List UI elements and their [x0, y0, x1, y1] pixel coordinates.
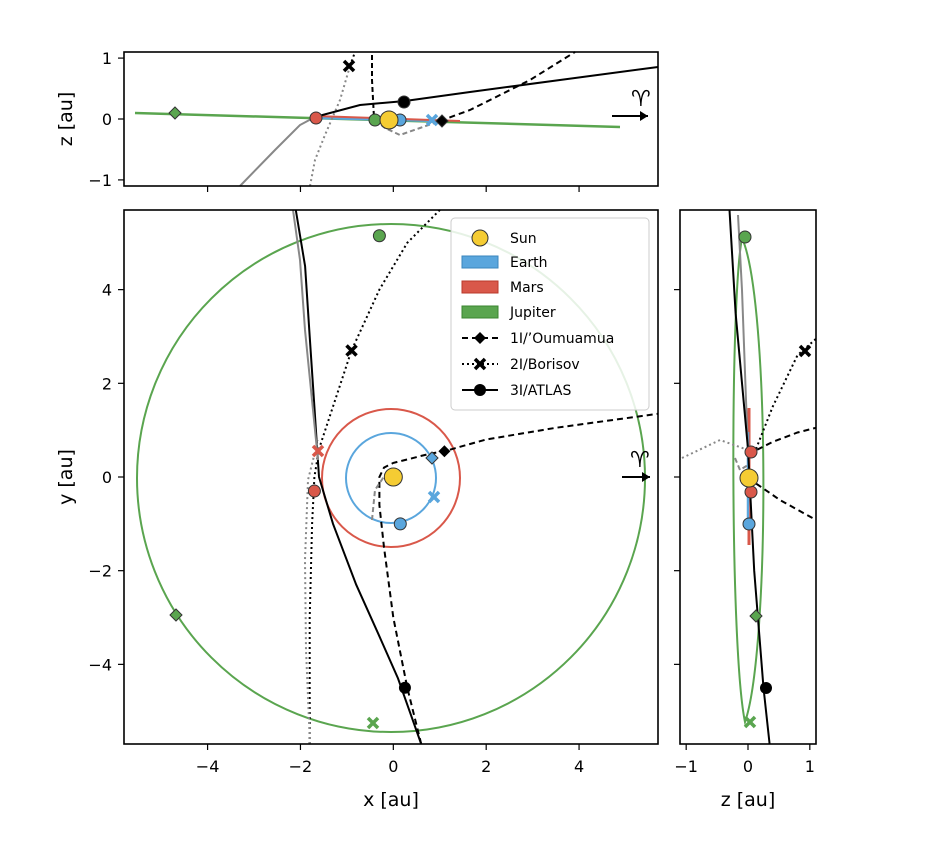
legend-sun-marker [471, 229, 489, 247]
main-ylabel: y [au] [55, 449, 77, 505]
jupiter-x [366, 716, 380, 730]
main-series-group [169, 209, 659, 745]
right-xtick-label: −1 [674, 757, 698, 776]
main-xtick-label: −2 [289, 757, 313, 776]
mars-marker-zy-upper [744, 445, 758, 459]
sun-marker-zy [739, 468, 759, 488]
borisov-marker [345, 344, 358, 357]
right-xlabel: z [au] [721, 789, 776, 811]
borisov-marker-zy [798, 344, 812, 358]
panel-zy [679, 209, 817, 745]
earth-marker [393, 517, 407, 531]
top-ytick-label: 1 [102, 49, 112, 68]
vernal-equinox-symbol-xz: ♈︎ [631, 87, 651, 112]
legend-borisov-marker [473, 357, 487, 371]
axis-ticks: −4 −2 0 2 4 4 2 0 −2 −4 −1 0 1 −1 0 1 [88, 49, 815, 776]
oumuamua-marker [438, 445, 451, 458]
legend-jupiter-label: Jupiter [509, 305, 556, 321]
atlas-marker-zy [760, 682, 772, 694]
oumuamua-gray-trail-zy [734, 457, 749, 472]
top-ytick-label: 0 [102, 110, 112, 129]
jupiter-x-zy [743, 715, 757, 729]
main-ytick-label: 4 [102, 281, 112, 300]
panel-xz: ♈︎ [123, 51, 659, 187]
legend-sun-label: Sun [510, 231, 537, 247]
legend: Sun Earth Mars Jupiter 1I/’Oumuamua 2I/B… [450, 217, 650, 411]
legend-mars-swatch [461, 280, 499, 294]
main-ytick-label: 0 [102, 468, 112, 487]
legend-earth-swatch [461, 255, 499, 269]
legend-earth-label: Earth [510, 255, 548, 271]
mars-x [311, 444, 325, 458]
earth-x-xz [425, 113, 439, 127]
legend-atlas-marker [474, 384, 486, 396]
jupiter-orbit-zy [732, 234, 765, 726]
legend-borisov-label: 2I/Borisov [510, 357, 580, 373]
right-xtick-label: 0 [743, 757, 753, 776]
main-xtick-label: 0 [388, 757, 398, 776]
jupiter-marker-xz [368, 113, 382, 127]
atlas-marker [398, 681, 411, 694]
legend-atlas-label: 3I/ATLAS [510, 383, 571, 399]
jupiter-marker [372, 229, 386, 243]
borisov-gray-trail-zy [681, 438, 749, 459]
mars-marker-zy [744, 485, 758, 499]
gamma-arrow-xz-head [640, 111, 648, 121]
main-xtick-label: 2 [481, 757, 491, 776]
main-xtick-label: 4 [574, 757, 584, 776]
main-xlabel: x [au] [363, 789, 419, 811]
sun-marker [383, 467, 403, 487]
legend-oumuamua-marker [474, 332, 486, 344]
atlas-gray-trail-xz [239, 116, 316, 187]
sun-marker-xz [379, 110, 399, 130]
right-series-line-2 [728, 209, 771, 745]
jupiter-diamond-zy [749, 609, 763, 623]
main-xtick-label: −4 [196, 757, 220, 776]
atlas-gray-trail-xy [292, 209, 319, 461]
top-ytick-label: −1 [88, 171, 112, 190]
jupiter-marker-zy-top [738, 230, 752, 244]
earth-orbit [345, 432, 437, 524]
legend-jupiter-swatch [461, 305, 499, 319]
mars-orbit [321, 408, 461, 548]
main-series-line-1 [308, 209, 441, 744]
oumuamua-marker-xz [435, 114, 449, 128]
legend-box [450, 217, 650, 411]
earth-diamond [425, 451, 439, 465]
jupiter-diamond-xz [168, 106, 182, 120]
top-ylabel: z [au] [55, 92, 77, 147]
legend-mars-label: Mars [510, 280, 544, 296]
legend-oumuamua-label: 1I/’Oumuamua [510, 331, 614, 347]
oumuamua-line-xz-outgoing [439, 51, 576, 122]
main-ytick-label: −2 [88, 562, 112, 581]
atlas-line-xz [314, 66, 659, 118]
earth-marker-zy [742, 517, 756, 531]
mars-marker-xz [309, 111, 323, 125]
mars-marker [307, 484, 321, 498]
main-series-line-0 [378, 412, 659, 745]
right-series-line-1 [753, 338, 817, 454]
oumuamua-line-zy-lower [747, 477, 817, 521]
earth-x [427, 490, 441, 504]
gamma-arrow-xy-head [642, 472, 650, 482]
atlas-gray-trail-zy [737, 214, 749, 451]
oumuamua-line-xz-incoming [371, 55, 375, 119]
main-ytick-label: −4 [88, 655, 112, 674]
atlas-marker-xz [397, 95, 411, 109]
borisov-marker-xz [342, 59, 356, 73]
vernal-equinox-symbol-xy: ♈︎ [630, 448, 650, 473]
jupiter-diamond [169, 608, 183, 622]
main-ytick-label: 2 [102, 374, 112, 393]
panel-xy: ♈︎ Sun Earth Mars Jupiter 1I/’Oumuamua 2… [123, 209, 659, 745]
right-xtick-label: 1 [805, 757, 815, 776]
